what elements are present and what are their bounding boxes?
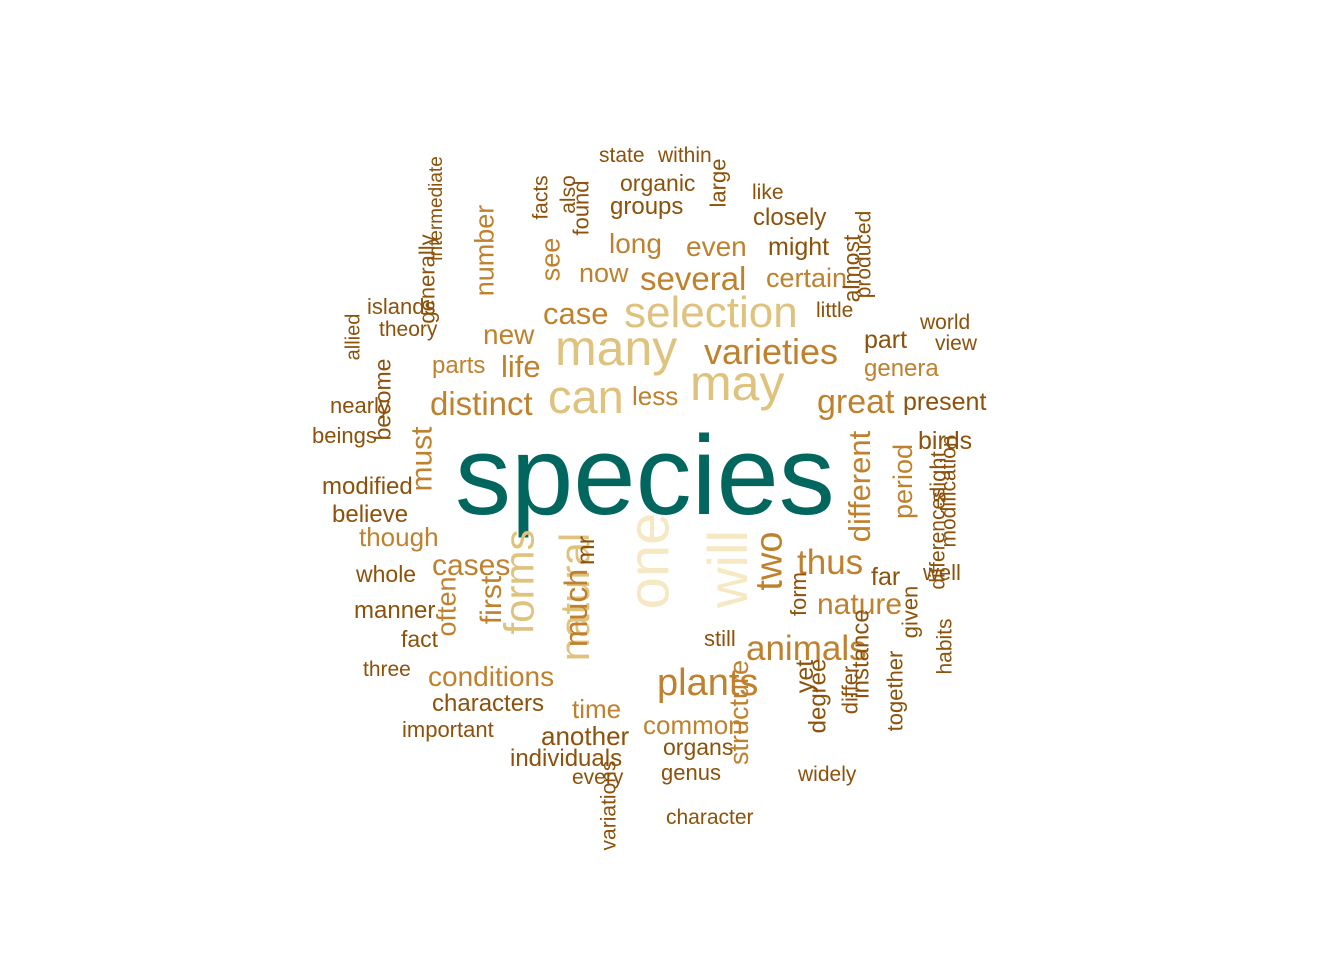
word-within: within: [658, 144, 712, 167]
word-animals: animals: [746, 629, 867, 668]
word-organs: organs: [663, 734, 734, 760]
word-nearly: nearly: [330, 393, 390, 418]
word-allied: allied: [341, 313, 364, 361]
word-one: one: [615, 512, 681, 610]
word-well: well: [923, 560, 961, 585]
word-birds: birds: [918, 427, 973, 455]
word-number: number: [468, 204, 499, 296]
word-selection: selection: [624, 288, 798, 337]
word-character: character: [666, 806, 754, 829]
word-great: great: [817, 383, 895, 421]
word-long: long: [609, 228, 662, 259]
word-present: present: [903, 388, 987, 416]
word-together: together: [881, 650, 907, 732]
word-much: much: [558, 568, 595, 648]
word-theory: theory: [379, 318, 438, 341]
word-life: life: [501, 349, 541, 384]
word-genera: genera: [864, 355, 939, 382]
word-still: still: [704, 626, 736, 651]
word-three: three: [363, 658, 411, 681]
word-habits: habits: [933, 617, 957, 675]
word-cases: cases: [432, 549, 511, 582]
word-though: though: [359, 522, 439, 552]
word-parts: parts: [432, 352, 486, 379]
word-part: part: [864, 326, 908, 354]
word-certain: certain: [766, 263, 848, 293]
word-common: common: [643, 710, 743, 740]
word-instance: instance: [847, 609, 875, 699]
word-like: like: [752, 181, 784, 204]
word-can: can: [548, 370, 624, 423]
word-far: far: [871, 563, 901, 591]
word-state: state: [599, 144, 645, 167]
word-degree: degree: [803, 658, 831, 734]
word-whole: whole: [356, 561, 417, 587]
word-distinct: distinct: [430, 385, 533, 422]
word-variations: variations: [596, 760, 620, 850]
word-characters: characters: [432, 690, 545, 717]
word-form: form: [786, 572, 811, 616]
word-may: may: [690, 355, 785, 411]
word-produced: produced: [851, 210, 875, 298]
word-period: period: [888, 443, 919, 519]
word-view: view: [935, 332, 978, 355]
word-time: time: [572, 694, 622, 724]
word-organic: organic: [620, 170, 696, 196]
word-manner: manner: [354, 597, 436, 624]
word-important: important: [402, 717, 494, 742]
word-nature: nature: [817, 588, 903, 621]
word-widely: widely: [798, 763, 857, 786]
word-slight: slight: [925, 451, 951, 503]
word-given: given: [896, 585, 922, 639]
word-believe: believe: [332, 501, 409, 528]
word-conditions: conditions: [428, 661, 555, 692]
word-case: case: [543, 296, 609, 331]
word-every: every: [572, 766, 624, 789]
word-even: even: [686, 231, 747, 262]
word-several: several: [640, 260, 747, 297]
word-another: another: [541, 721, 630, 751]
word-less: less: [632, 381, 679, 411]
word-varieties: varieties: [704, 331, 839, 372]
word-first: first: [475, 575, 509, 625]
word-new: new: [483, 319, 535, 350]
word-different: different: [842, 430, 878, 542]
word-two: two: [748, 531, 791, 591]
word-might: might: [768, 233, 830, 261]
word-plants: plants: [657, 662, 759, 704]
word-individuals: individuals: [510, 745, 623, 772]
word-thus: thus: [797, 543, 864, 582]
word-species: species: [455, 413, 835, 538]
word-world: world: [920, 311, 971, 334]
word-groups: groups: [610, 193, 684, 220]
word-modified: modified: [322, 473, 413, 500]
word-genus: genus: [661, 760, 721, 785]
word-beings: beings: [312, 423, 377, 448]
word-mr: mr: [572, 535, 601, 565]
word-also: also: [556, 174, 580, 214]
word-many: many: [555, 320, 678, 376]
word-will: will: [695, 530, 759, 608]
word-islands: islands: [367, 294, 436, 319]
word-closely: closely: [753, 204, 827, 231]
word-little: little: [816, 299, 854, 322]
word-see: see: [534, 237, 565, 281]
word-now: now: [579, 258, 629, 288]
word-fact: fact: [401, 626, 439, 652]
word-facts: facts: [529, 174, 553, 220]
